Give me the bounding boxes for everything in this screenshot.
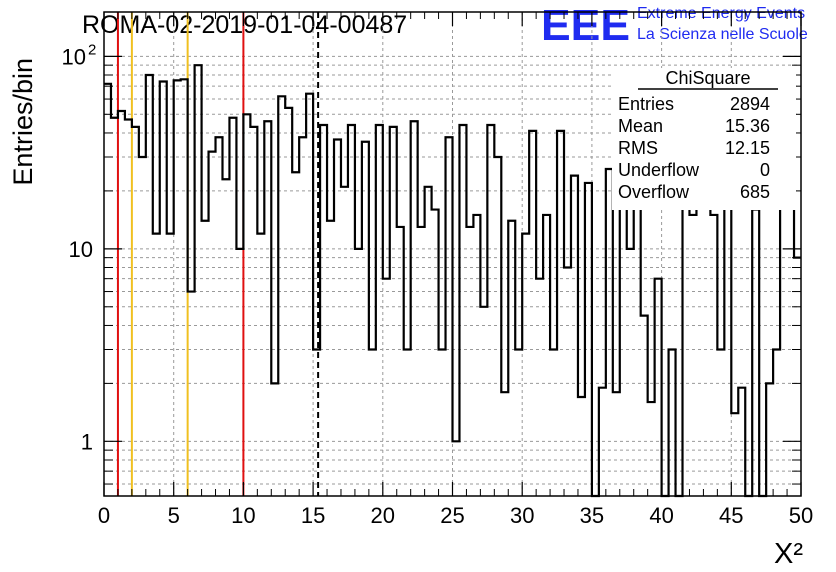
x-tick-label: 5 xyxy=(168,503,180,528)
stats-row-label: Overflow xyxy=(618,182,690,202)
x-tick-label: 35 xyxy=(580,503,604,528)
y-tick-label-exponent: 2 xyxy=(88,41,96,58)
eee-logo-text: EEE xyxy=(541,1,630,50)
stats-box-background xyxy=(612,68,796,210)
org-name-line2: La Scienza nelle Scuole xyxy=(637,26,808,43)
y-tick-label: 10 xyxy=(62,44,86,69)
x-tick-label: 15 xyxy=(301,503,325,528)
stats-row-label: Entries xyxy=(618,94,674,114)
marker-lines xyxy=(116,12,320,496)
x-tick-label: 30 xyxy=(510,503,534,528)
stats-row-value: 12.15 xyxy=(725,138,770,158)
org-name-line1: Extreme Energy Events xyxy=(637,5,805,22)
stats-box-rows: Entries 2894 Mean 15.36 RMS 12.15 Underflow 0 Ov… xyxy=(618,94,770,202)
x-tick-label: 25 xyxy=(440,503,464,528)
x-tick-label: 20 xyxy=(371,503,395,528)
stats-row-value: 0 xyxy=(760,160,770,180)
x-tick-label: 0 xyxy=(98,503,110,528)
stats-box-title: ChiSquare xyxy=(665,68,750,88)
y-axis-title: Entries/bin xyxy=(8,58,38,186)
x-tick-label: 10 xyxy=(231,503,255,528)
stats-row-value: 685 xyxy=(740,182,770,202)
x-tick-label: 45 xyxy=(719,503,743,528)
stats-row-label: RMS xyxy=(618,138,658,158)
chart-title: ROMA-02-2019-01-04-00487 xyxy=(82,11,407,39)
stats-row-label: Mean xyxy=(618,116,663,136)
x-axis-title: X² xyxy=(774,538,803,570)
x-axis: 0 5 10 15 20 25 30 35 40 45 50 xyxy=(98,12,813,528)
stats-row-value: 2894 xyxy=(730,94,770,114)
y-tick-label: 1 xyxy=(81,429,93,454)
x-tick-label: 50 xyxy=(789,503,813,528)
stats-row-label: Underflow xyxy=(618,160,700,180)
stats-row-value: 15.36 xyxy=(725,116,770,136)
y-tick-label: 10 xyxy=(69,237,93,262)
stats-box: ChiSquare Entries 2894 Mean 15.36 RMS 12.15 Un… xyxy=(612,68,796,210)
eee-logo: EEE Extreme Energy Events La Scienza nel… xyxy=(541,1,808,50)
x-tick-label: 40 xyxy=(649,503,673,528)
